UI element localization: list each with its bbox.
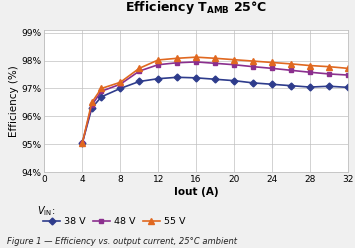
Text: Efficiency $\mathregular{T_{AMB}}$ 25°C: Efficiency $\mathregular{T_{AMB}}$ 25°C [125, 0, 267, 16]
Legend: 38 V, 48 V, 55 V: 38 V, 48 V, 55 V [43, 217, 185, 226]
Text: $V_{\mathregular{IN}}$:: $V_{\mathregular{IN}}$: [37, 204, 55, 218]
Text: Figure 1 — Efficiency vs. output current, 25°C ambient: Figure 1 — Efficiency vs. output current… [7, 237, 237, 246]
Y-axis label: Efficiency (%): Efficiency (%) [9, 65, 19, 137]
X-axis label: Iout (A): Iout (A) [174, 187, 218, 197]
